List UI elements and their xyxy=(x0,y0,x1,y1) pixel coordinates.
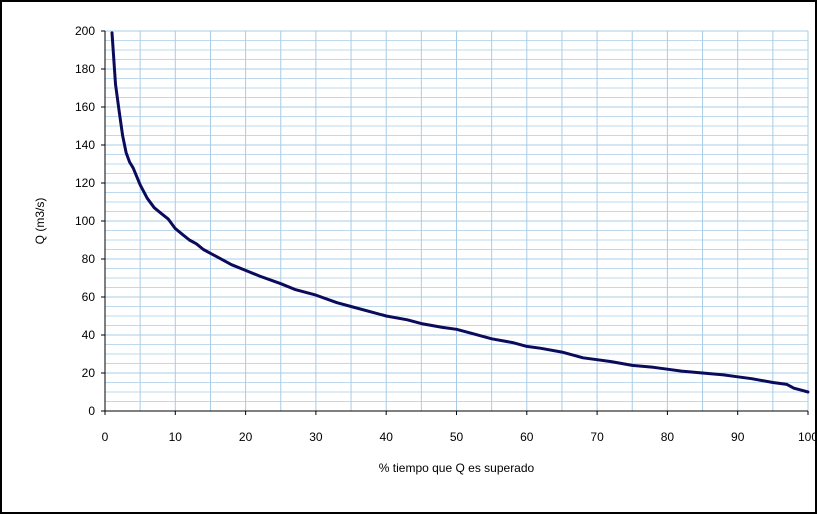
x-tick-label: 100 xyxy=(798,430,815,444)
y-tick-label: 40 xyxy=(82,328,96,342)
y-tick-label: 120 xyxy=(75,176,95,190)
y-axis-title: Q (m3/s) xyxy=(33,198,47,245)
y-tick-label: 0 xyxy=(88,404,95,418)
y-tick-label: 140 xyxy=(75,138,95,152)
y-tick-label: 180 xyxy=(75,62,95,76)
x-tick-label: 70 xyxy=(590,430,604,444)
x-axis-title: % tiempo que Q es superado xyxy=(379,461,535,475)
y-tick-label: 80 xyxy=(82,252,96,266)
series-line xyxy=(110,31,810,394)
series-layer xyxy=(110,31,810,394)
y-tick-label: 100 xyxy=(75,214,95,228)
y-tick-label: 200 xyxy=(75,24,95,38)
x-tick-label: 40 xyxy=(380,430,394,444)
y-tick-label: 60 xyxy=(82,290,96,304)
x-tick-label: 60 xyxy=(520,430,534,444)
axes xyxy=(101,30,809,415)
y-tick-label: 20 xyxy=(82,366,96,380)
tick-labels: 0 20 40 60 80 100 120 140 160 180 200 0 10 20 30 40 50 60… xyxy=(75,24,815,444)
x-tick-label: 50 xyxy=(450,430,464,444)
x-tick-label: 80 xyxy=(661,430,675,444)
x-tick-label: 20 xyxy=(239,430,253,444)
y-tick-label: 160 xyxy=(75,100,95,114)
x-tick-label: 10 xyxy=(169,430,183,444)
grid xyxy=(104,30,809,412)
x-tick-label: 90 xyxy=(731,430,745,444)
x-tick-label: 30 xyxy=(309,430,323,444)
x-tick-label: 0 xyxy=(102,430,109,444)
